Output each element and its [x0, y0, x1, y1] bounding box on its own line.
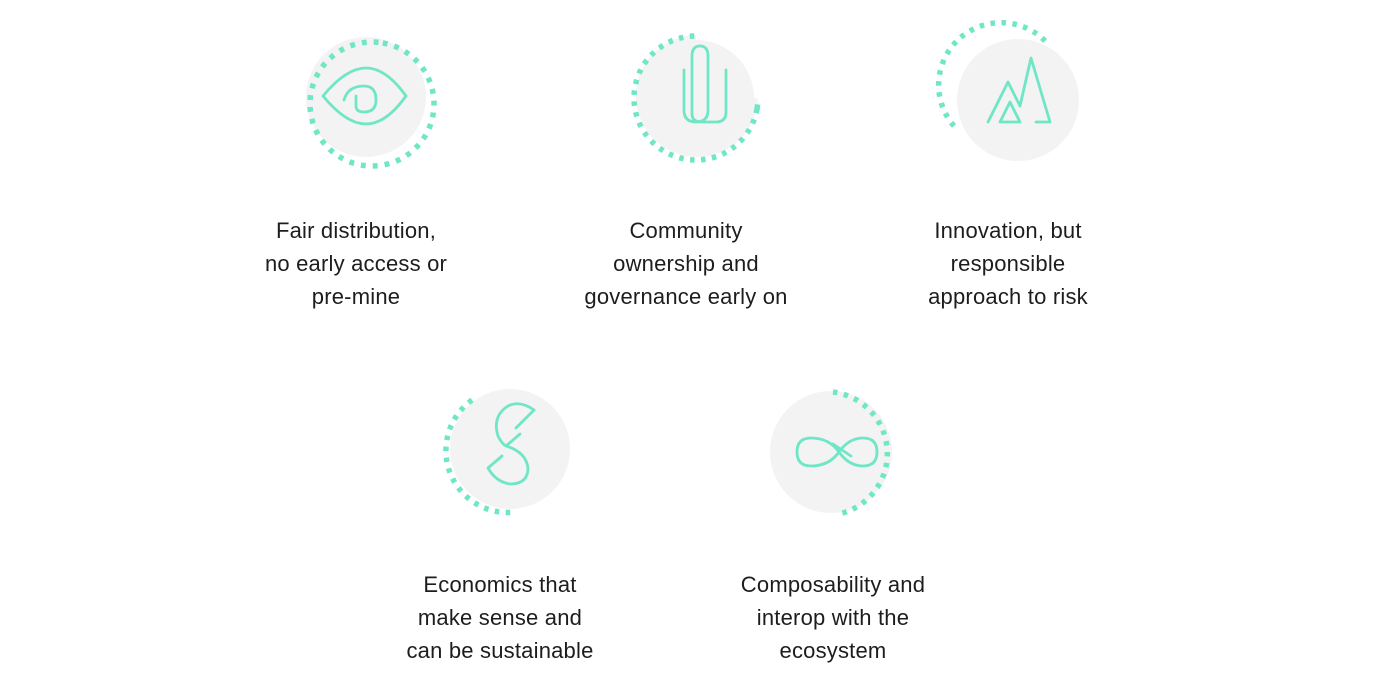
principle-composability: Composability and interop with the ecosy… [683, 384, 983, 667]
principle-caption: Innovation, but responsible approach to … [928, 214, 1088, 313]
eye-icon [286, 30, 437, 170]
principle-caption: Fair distribution, no early access or pr… [265, 214, 447, 313]
caption-line: Fair distribution, [275, 218, 437, 243]
caption-line: approach to risk [928, 284, 1088, 309]
caption-line: Composability and [740, 572, 926, 597]
principle-caption: Composability and interop with the ecosy… [741, 568, 925, 667]
principle-community-ownership: Community ownership and governance early… [536, 29, 836, 313]
paperclip-icon [616, 29, 766, 170]
mountains-icon [935, 19, 1079, 170]
caption-line: no early access or [264, 251, 448, 276]
caption-line: governance early on [584, 284, 788, 309]
caption-line: Community [629, 218, 743, 243]
caption-line: pre-mine [311, 284, 401, 309]
principle-caption: Community ownership and governance early… [584, 214, 787, 313]
caption-line: responsible [950, 251, 1066, 276]
caption-line: ownership and [613, 251, 759, 276]
principle-sustainable-economics: Economics that make sense and can be sus… [350, 384, 650, 667]
s-loop-icon [430, 384, 570, 524]
principle-fair-distribution: Fair distribution, no early access or pr… [206, 30, 506, 313]
caption-line: interop with the [756, 605, 910, 630]
principle-caption: Economics that make sense and can be sus… [406, 568, 593, 667]
caption-line: Innovation, but [934, 218, 1082, 243]
caption-line: make sense and [417, 605, 583, 630]
caption-line: ecosystem [779, 638, 887, 663]
caption-line: Economics that [423, 572, 577, 597]
principle-responsible-innovation: Innovation, but responsible approach to … [858, 19, 1158, 313]
caption-line: can be sustainable [406, 638, 594, 663]
infinity-icon [763, 384, 903, 524]
